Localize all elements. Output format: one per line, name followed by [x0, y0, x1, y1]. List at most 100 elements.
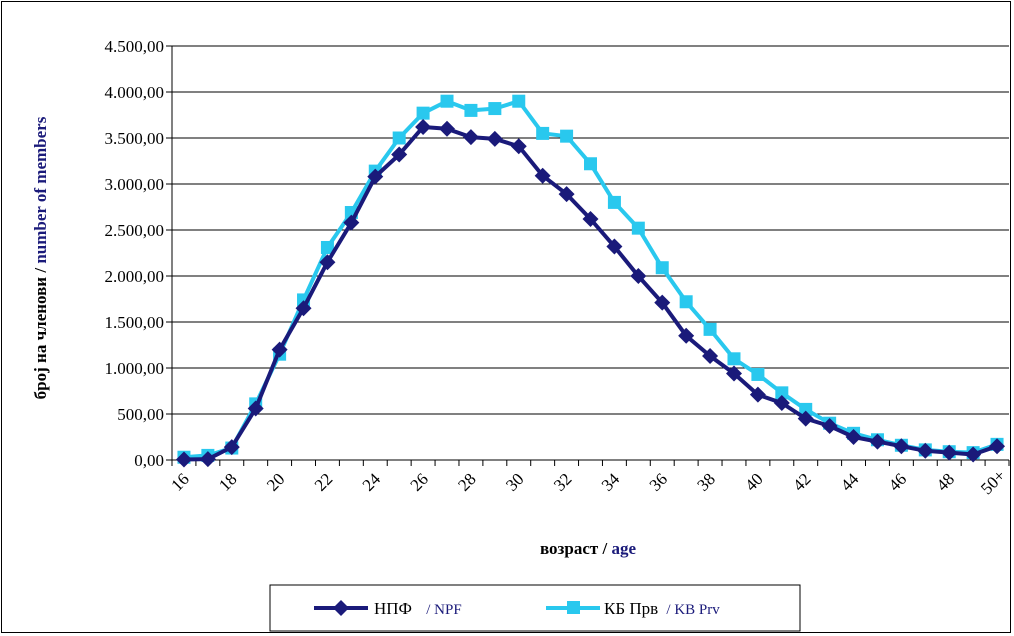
data-point-kb: [464, 103, 478, 117]
data-point-kb: [488, 102, 502, 116]
data-point-kb: [751, 367, 765, 381]
y-tick-label: 3.500,00: [105, 129, 165, 148]
data-point-npf: [558, 186, 575, 203]
y-tick-label: 500,00: [117, 405, 164, 424]
data-point-kb: [631, 221, 645, 235]
x-axis-title: возраст / age: [540, 539, 636, 558]
y-tick-label: 1.500,00: [105, 313, 165, 332]
y-axis-title: број на членови / number of members: [31, 116, 50, 399]
x-tick-label: 40: [741, 469, 766, 494]
data-point-npf: [486, 130, 503, 147]
data-point-npf: [678, 327, 695, 344]
data-point-npf: [821, 417, 838, 434]
x-tick-label: 50+: [977, 466, 1009, 498]
data-point-npf: [223, 439, 240, 456]
data-point-npf: [343, 214, 360, 231]
data-point-npf: [725, 365, 742, 382]
x-tick-label: 32: [550, 469, 575, 494]
x-tick-label: 42: [789, 469, 814, 494]
data-point-kb: [440, 94, 454, 108]
data-point-npf: [175, 451, 192, 468]
data-point-npf: [606, 238, 623, 255]
data-point-npf: [654, 294, 671, 311]
series-line-kb: [183, 99, 998, 460]
data-point-npf: [462, 129, 479, 146]
x-tick-label: 48: [933, 469, 958, 494]
data-point-npf: [773, 394, 790, 411]
x-axis-title-main: возраст /: [540, 539, 611, 558]
data-point-npf: [845, 429, 862, 445]
data-point-npf: [391, 146, 408, 163]
data-point-npf: [439, 120, 456, 137]
x-tick-label: 24: [359, 469, 385, 495]
x-tick-label: 34: [598, 469, 624, 495]
legend: НПФ / NPF КБ Прв / KB Prv: [269, 584, 801, 632]
data-point-kb: [703, 322, 717, 336]
data-point-kb: [416, 106, 430, 120]
x-tick-label: 22: [311, 469, 336, 494]
data-point-npf: [702, 348, 719, 365]
data-point-kb: [799, 402, 813, 416]
data-point-npf: [582, 210, 599, 227]
data-point-npf: [510, 138, 527, 155]
data-point-npf: [415, 118, 432, 135]
data-point-kb: [679, 295, 693, 309]
data-point-npf: [749, 386, 766, 403]
x-tick-label: 26: [406, 469, 431, 494]
data-point-kb: [392, 131, 406, 145]
y-tick-label: 2.500,00: [105, 221, 165, 240]
data-point-npf: [247, 400, 264, 417]
x-tick-label: 16: [167, 469, 192, 494]
y-axis-title-en: number of members: [31, 116, 50, 263]
legend-label-npf-en: / NPF: [426, 602, 461, 618]
legend-label-kb-main: КБ Прв: [604, 599, 658, 618]
legend-marker-npf: [333, 600, 349, 616]
legend-label-kb: КБ Прв / KB Prv: [604, 599, 720, 618]
data-point-npf: [367, 168, 384, 185]
series-group: [175, 94, 1006, 468]
data-point-npf: [534, 167, 551, 184]
legend-label-kb-en: / KB Prv: [666, 602, 720, 618]
data-point-kb: [536, 126, 550, 140]
y-tick-label: 3.000,00: [105, 175, 165, 194]
y-tick-label: 4.000,00: [105, 83, 165, 102]
y-tick-label: 1.000,00: [105, 359, 165, 378]
data-point-npf: [989, 438, 1006, 455]
data-point-npf: [869, 433, 886, 450]
data-point-kb: [320, 240, 334, 254]
x-tick-label: 44: [837, 469, 863, 495]
data-point-kb: [512, 94, 526, 108]
y-axis-title-main: број на членови /: [31, 264, 50, 400]
x-tick-label: 38: [693, 469, 718, 494]
legend-marker-kb: [567, 601, 580, 614]
data-point-npf: [271, 341, 288, 358]
data-point-npf: [941, 444, 958, 461]
data-point-kb: [607, 195, 621, 209]
x-tick-label: 46: [885, 469, 910, 494]
data-point-npf: [199, 451, 216, 468]
data-point-kb: [584, 157, 597, 171]
data-point-npf: [630, 268, 647, 284]
x-tick-label: 20: [263, 469, 288, 494]
data-point-npf: [797, 410, 814, 427]
data-point-kb: [655, 261, 669, 275]
legend-label-npf: НПФ / NPF: [374, 599, 462, 618]
y-tick-label: 0,00: [134, 451, 164, 470]
data-point-npf: [319, 254, 336, 271]
gridlines: [166, 45, 1010, 466]
x-axis-title-en: age: [611, 539, 636, 558]
x-tick-label: 28: [454, 469, 479, 494]
data-point-npf: [965, 446, 982, 463]
x-tick-label: 30: [502, 469, 527, 494]
data-point-kb: [727, 352, 741, 366]
x-tick-label: 18: [215, 469, 240, 494]
data-point-npf: [893, 438, 910, 455]
data-point-kb: [560, 129, 574, 143]
x-axis-ticks: 16 18 20 22 24 26 28 30 32 34 36 38 40 42 44 46 48 50+: [167, 466, 1009, 498]
x-tick-label: 36: [646, 469, 671, 494]
data-point-kb: [775, 386, 789, 400]
legend-label-npf-main: НПФ: [374, 599, 412, 618]
data-point-npf: [917, 442, 934, 459]
